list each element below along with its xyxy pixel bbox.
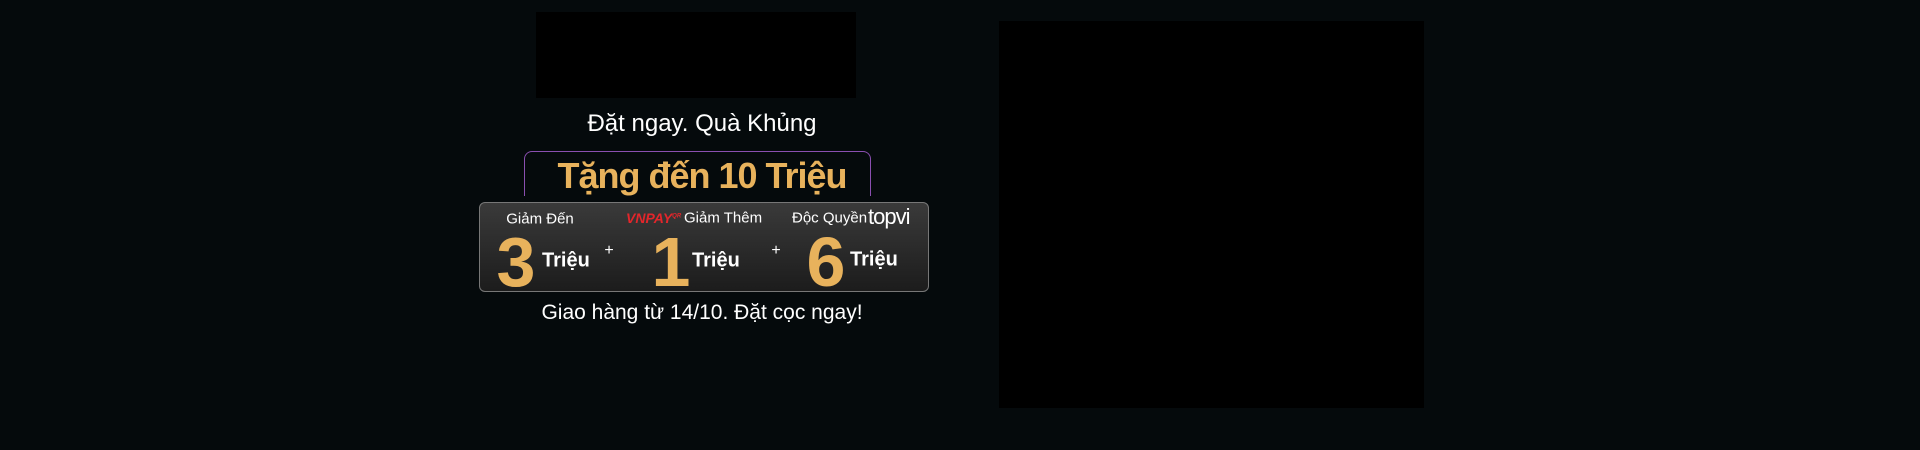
deal-amount: 6 (806, 223, 846, 301)
media-placeholder (536, 12, 856, 98)
deal-label: Độc Quyền (792, 209, 868, 227)
deal-label: Giảm Đến (506, 210, 574, 228)
deal-unit: Triệu (850, 248, 898, 271)
brand: VNPAY (626, 210, 673, 226)
brand-tag: QR (672, 213, 682, 220)
deal-unit: Triệu (692, 249, 740, 272)
deal-unit: Triệu (542, 249, 590, 272)
offer: Tặng đến 10 Triệu (557, 155, 847, 196)
headline: Đặt ngay. Quà Khủng (587, 110, 817, 137)
brand-logo: topvi (868, 204, 910, 229)
offer-frame (524, 151, 871, 196)
footer: Giao hàng từ 14/10. Đặt cọc ngay! (541, 301, 863, 324)
brand-logo: VNPAYQR (626, 210, 681, 226)
deal-amount: 1 (651, 223, 691, 301)
media-placeholder (999, 21, 1424, 408)
plus: + (604, 242, 614, 259)
deal-amount: 3 (496, 223, 536, 301)
plus: + (771, 242, 781, 259)
deal-panel (479, 202, 929, 292)
deal-label: Giảm Thêm (684, 209, 763, 227)
